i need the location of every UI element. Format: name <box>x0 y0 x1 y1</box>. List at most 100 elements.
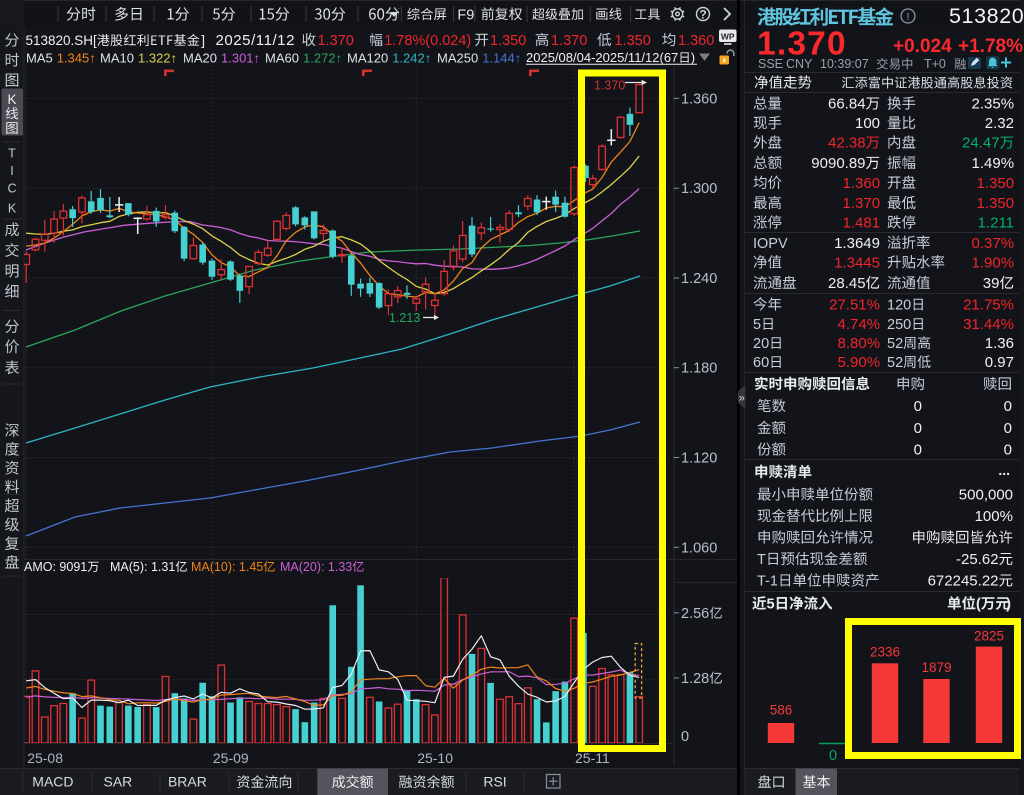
svg-text:1.301↑: 1.301↑ <box>221 51 260 66</box>
svg-text:1.350: 1.350 <box>615 33 651 49</box>
svg-text:2825: 2825 <box>974 628 1004 643</box>
svg-text:0: 0 <box>681 729 689 745</box>
svg-text:20: 20 <box>753 336 769 352</box>
svg-text:MA20: MA20 <box>183 51 217 66</box>
svg-text:5: 5 <box>753 317 761 333</box>
svg-text:39: 39 <box>983 275 1000 292</box>
svg-text:1.90%: 1.90% <box>972 254 1015 271</box>
svg-text:2.35%: 2.35% <box>972 96 1015 113</box>
svg-text:586: 586 <box>770 703 793 718</box>
svg-text:25-09: 25-09 <box>213 750 249 766</box>
svg-text:1.180: 1.180 <box>681 361 717 377</box>
svg-text:0: 0 <box>914 398 922 415</box>
svg-text:9090.89: 9090.89 <box>811 155 865 172</box>
svg-text:52: 52 <box>887 355 903 371</box>
svg-text:672245.22: 672245.22 <box>928 573 999 590</box>
svg-text:1.360: 1.360 <box>681 91 717 107</box>
svg-text:MACD: MACD <box>32 774 73 790</box>
svg-text:100%: 100% <box>975 508 1013 525</box>
svg-text:T+0: T+0 <box>924 57 946 71</box>
svg-text:T: T <box>757 552 766 568</box>
svg-text:MA250: MA250 <box>437 51 478 66</box>
svg-text:1.120: 1.120 <box>681 451 717 467</box>
svg-text:SAR: SAR <box>104 774 133 790</box>
svg-text:5.90%: 5.90% <box>838 354 881 371</box>
svg-text:T-1: T-1 <box>757 574 778 590</box>
svg-text:21.75%: 21.75% <box>963 297 1014 314</box>
svg-text:2025/11/12: 2025/11/12 <box>216 32 295 49</box>
svg-text:AMO: 9091: AMO: 9091 <box>24 560 87 574</box>
svg-text:1879: 1879 <box>921 660 951 675</box>
svg-text:): ) <box>691 50 695 65</box>
svg-text:C: C <box>7 182 16 196</box>
svg-text:250: 250 <box>887 317 911 333</box>
svg-text:1.360: 1.360 <box>843 175 881 192</box>
svg-text:-25.62: -25.62 <box>956 551 999 568</box>
svg-text:MA120: MA120 <box>347 51 388 66</box>
svg-text:RSI: RSI <box>483 774 506 790</box>
svg-text:»: » <box>739 393 745 405</box>
svg-text:42.38: 42.38 <box>828 135 866 152</box>
svg-text:+0.024: +0.024 <box>893 36 952 57</box>
svg-text:MA10: MA10 <box>100 51 134 66</box>
svg-text:500,000: 500,000 <box>959 487 1013 504</box>
svg-text:2336: 2336 <box>870 645 900 660</box>
svg-text:1.370: 1.370 <box>594 79 625 93</box>
svg-text:120: 120 <box>887 298 911 314</box>
svg-text:0: 0 <box>1004 398 1012 415</box>
svg-text:T: T <box>8 147 16 161</box>
svg-text:0.37%: 0.37% <box>972 235 1015 252</box>
svg-text:0: 0 <box>914 442 922 459</box>
svg-text:K: K <box>8 202 17 216</box>
svg-text:1.28: 1.28 <box>681 671 709 687</box>
svg-text:1.350: 1.350 <box>490 33 526 49</box>
svg-text:25-08: 25-08 <box>27 750 63 766</box>
svg-text:1.300: 1.300 <box>681 181 717 197</box>
svg-text:1.350: 1.350 <box>977 175 1015 192</box>
svg-text:1.370: 1.370 <box>757 26 847 63</box>
svg-text:1.360: 1.360 <box>678 33 714 49</box>
svg-text:31.44%: 31.44% <box>963 316 1014 333</box>
svg-text:1.370: 1.370 <box>318 33 354 49</box>
svg-text:(: ( <box>976 597 981 613</box>
svg-text:0: 0 <box>1004 420 1012 437</box>
svg-text:0: 0 <box>829 748 837 764</box>
svg-text:25-11: 25-11 <box>575 750 610 766</box>
svg-text:!: ! <box>906 12 909 24</box>
svg-text:2025/08/04-2025/11/12(67: 2025/08/04-2025/11/12(67 <box>526 50 678 65</box>
svg-text:...: ... <box>998 462 1010 478</box>
svg-text:1.213: 1.213 <box>389 311 420 325</box>
svg-text:1.242↑: 1.242↑ <box>392 51 431 66</box>
svg-text:28.45: 28.45 <box>828 275 866 292</box>
svg-text:1.3649: 1.3649 <box>834 235 880 252</box>
svg-text:WP: WP <box>721 32 735 42</box>
svg-text:1.78%(0.024): 1.78%(0.024) <box>384 33 471 49</box>
svg-text:5: 5 <box>767 597 775 613</box>
svg-text:CNY: CNY <box>786 57 813 71</box>
svg-text:2.56: 2.56 <box>681 606 709 622</box>
svg-text:100: 100 <box>855 115 880 132</box>
svg-text:1.240: 1.240 <box>681 271 717 287</box>
svg-text:1.370: 1.370 <box>551 33 587 49</box>
svg-text:1.3445: 1.3445 <box>834 254 880 271</box>
svg-text:1.49%: 1.49% <box>972 155 1015 172</box>
svg-text:1.144↑: 1.144↑ <box>482 51 521 66</box>
svg-text:52: 52 <box>887 336 903 352</box>
svg-text:BRAR: BRAR <box>168 774 207 790</box>
svg-text:IOPV: IOPV <box>753 236 788 252</box>
svg-text:SSE: SSE <box>758 57 783 71</box>
svg-text:MA60: MA60 <box>265 51 299 66</box>
svg-text:I: I <box>10 164 13 178</box>
svg-text:10:39:07: 10:39:07 <box>820 57 869 71</box>
svg-text:1.350: 1.350 <box>977 195 1015 212</box>
svg-text:25-10: 25-10 <box>417 750 453 766</box>
svg-text:K: K <box>7 92 16 107</box>
svg-text:MA(20): 1.33: MA(20): 1.33 <box>280 560 352 574</box>
svg-text:27.51%: 27.51% <box>829 297 880 314</box>
svg-text:F9: F9 <box>457 8 474 24</box>
svg-text:?: ? <box>699 8 706 22</box>
svg-text:): ) <box>1006 597 1011 613</box>
svg-text:MA(5): 1.31: MA(5): 1.31 <box>110 560 175 574</box>
svg-text:1.211: 1.211 <box>978 215 1014 232</box>
svg-text:24.47: 24.47 <box>962 135 1000 152</box>
